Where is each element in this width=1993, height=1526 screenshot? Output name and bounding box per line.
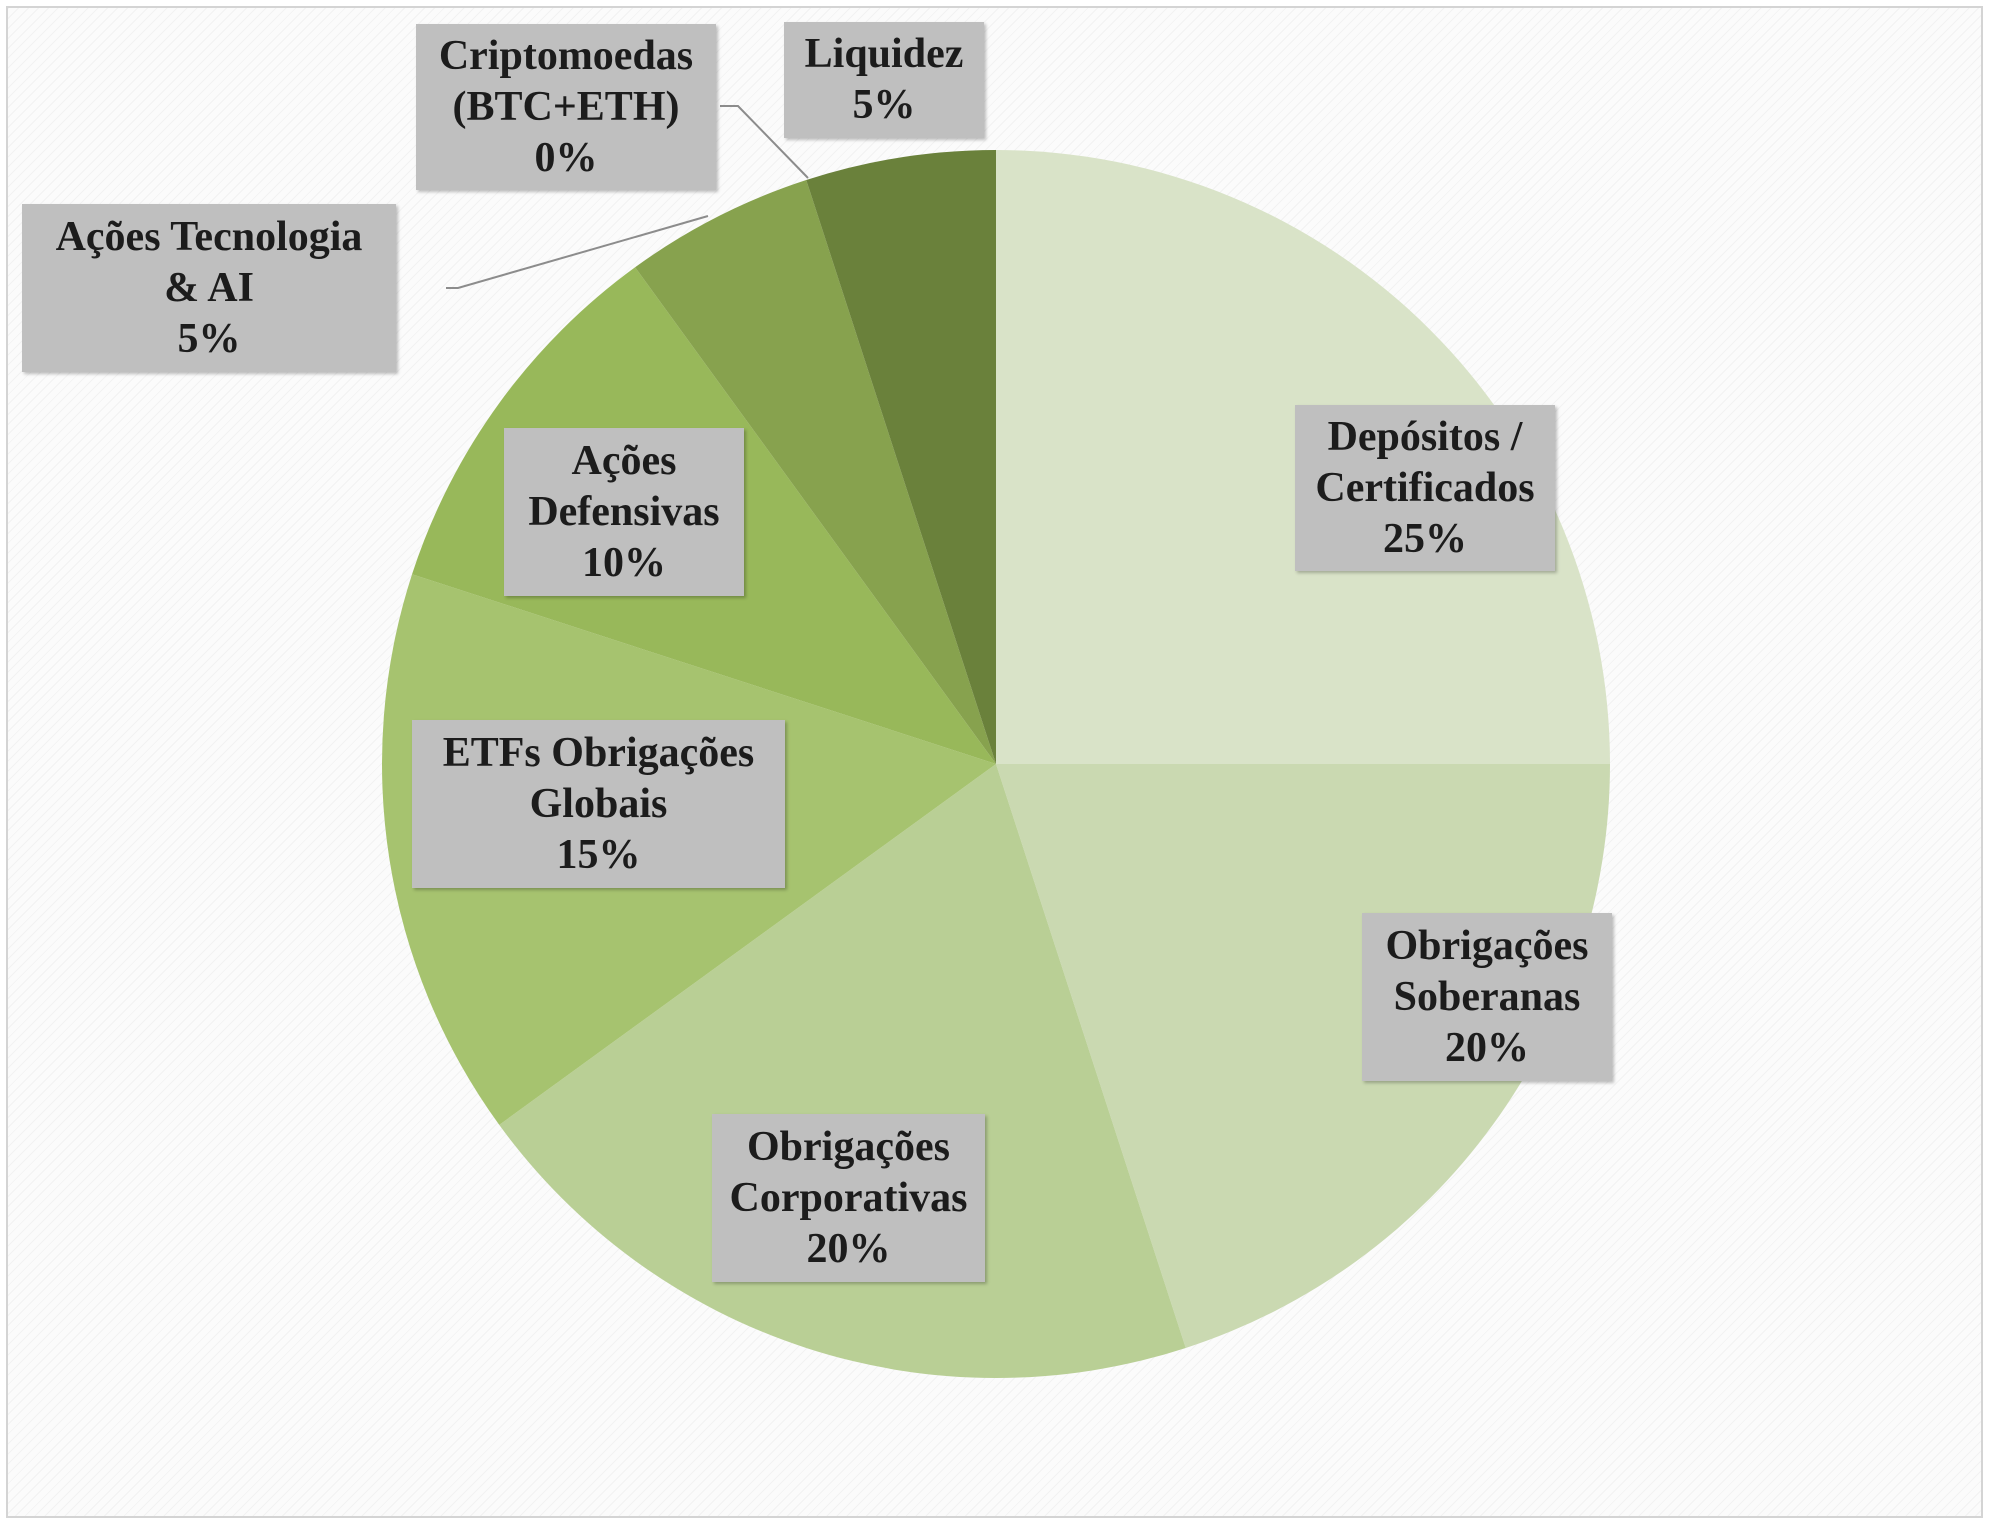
data-label-obrigacoes-soberanas: Obrigações Soberanas 20% <box>1362 913 1612 1081</box>
data-label-liquidez: Liquidez 5% <box>784 22 984 138</box>
data-label-category-text: Criptomoedas <box>438 32 694 79</box>
data-label-value-text: 0% <box>534 134 598 181</box>
pie-slice-liquidez <box>806 150 996 764</box>
data-label-value-text: 10% <box>582 539 666 586</box>
pie-slice-obrigacoes-soberanas <box>996 764 1611 1348</box>
data-label-category-text: (BTC+ETH) <box>452 83 680 130</box>
data-label-category-text: Ações Tecnologia <box>55 213 363 260</box>
leader-line-criptomoedas-btc-eth <box>720 105 809 179</box>
data-label-value-text: 20% <box>1445 1024 1529 1071</box>
data-label-category-text: Depósitos / <box>1327 413 1523 460</box>
data-label-value-text: 15% <box>556 831 641 878</box>
data-label-category-text: & AI <box>164 264 254 311</box>
data-label-category-text: Liquidez <box>804 31 964 77</box>
data-label-value-text: 20% <box>806 1225 891 1272</box>
data-label-category-text: Soberanas <box>1393 973 1581 1020</box>
leader-line-acoes-tecnologia-ai <box>446 215 709 289</box>
pie-slice-obrigacoes-corporativas <box>499 764 1186 1379</box>
data-label-etfs-obrigacoes-globais: ETFs Obrigações Globais 15% <box>412 720 785 888</box>
data-label-category-text: Obrigações <box>1385 922 1589 969</box>
pie-slice-acoes-tecnologia-ai <box>635 180 996 765</box>
data-label-category-text: Globais <box>529 780 668 827</box>
data-label-acoes-defensivas: Ações Defensivas 10% <box>504 428 744 596</box>
data-label-value-text: 5% <box>177 315 241 362</box>
data-label-category-text: Corporativas <box>729 1174 968 1221</box>
data-label-depositos-certificados: Depósitos / Certificados 25% <box>1295 405 1555 571</box>
data-label-category-text: Certificados <box>1315 464 1535 511</box>
data-label-acoes-tecnologia-ai: Ações Tecnologia & AI 5% <box>22 204 396 372</box>
data-label-category-text: Defensivas <box>528 488 720 535</box>
data-label-category-text: Obrigações <box>747 1123 950 1170</box>
data-label-category-text: ETFs Obrigações <box>442 729 755 776</box>
data-label-value-text: 5% <box>852 82 916 128</box>
data-label-value-text: 25% <box>1383 515 1467 562</box>
data-label-category-text: Ações <box>571 437 677 484</box>
data-label-criptomoedas-btc-eth: Criptomoedas (BTC+ETH) 0% <box>416 24 716 190</box>
data-label-obrigacoes-corporativas: Obrigações Corporativas 20% <box>712 1114 985 1282</box>
